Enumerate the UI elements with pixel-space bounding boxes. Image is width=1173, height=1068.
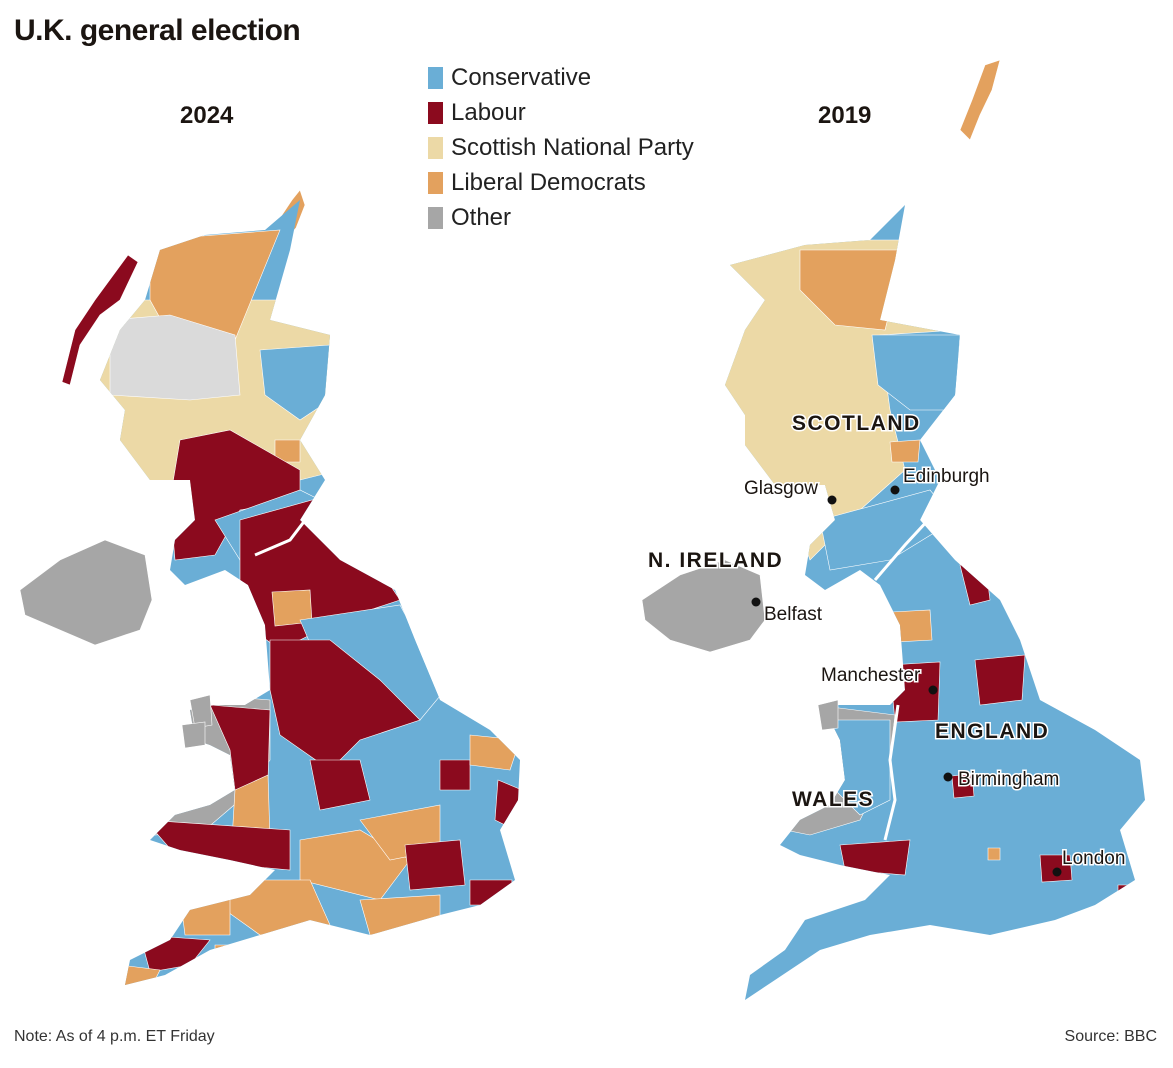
label-wales: WALES [792,788,874,811]
border-scotland-england [254,497,324,557]
midlands-north-labour [269,639,421,771]
legend-swatch [428,171,443,194]
city-dot-manchester [928,685,938,695]
westmorland-libdem [891,609,933,643]
map-2019: SCOTLAND N. IRELAND ENGLAND WALES Glasgo… [641,59,1145,1000]
surrey-libdem [359,894,441,936]
border-england-wales [883,704,900,841]
city-dot-london [1052,867,1062,877]
stlbans-libdem [987,847,1001,861]
legend-item-conservative: Conservative [428,60,694,95]
dorset-libdem [214,944,246,976]
highlands-libdem [799,249,906,331]
south-wales-labour [839,839,911,876]
legend-label: Scottish National Party [451,133,694,161]
legend-label: Liberal Democrats [451,168,646,196]
legend-item-other: Other [428,200,694,235]
legend-label: Conservative [451,63,592,91]
city-dot-belfast [751,597,761,607]
footnote: Note: As of 4 p.m. ET Friday [14,1028,215,1045]
anglesey-2024 [181,721,206,749]
city-dot-birmingham [943,772,953,782]
map-2019-year: 2019 [818,102,872,129]
label-birmingham: Birmingham [958,769,1059,790]
outer-hebrides [61,254,139,386]
northern-ireland-2024 [19,539,153,646]
east-labour [439,759,471,791]
label-scotland: SCOTLAND [792,412,921,435]
source: Source: BBC [1064,1028,1157,1045]
orkney-shetland-2019 [959,59,1001,141]
isle-of-man-2024 [189,694,213,729]
city-dot-glasgow [827,495,837,505]
legend: Conservative Labour Scottish National Pa… [428,60,694,235]
label-n-ireland: N. IRELAND [648,549,783,572]
map-2024-year: 2024 [180,102,234,129]
isle-of-man-2019 [817,699,839,731]
chart-title: U.K. general election [14,14,301,47]
legend-swatch [428,101,443,124]
northern-ireland-2019 [641,559,766,653]
aberdeenshire-con [871,334,961,411]
leeds-labour [974,654,1026,706]
legend-item-labour: Labour [428,95,694,130]
label-manchester: Manchester [821,665,921,686]
borders-con [819,489,956,571]
label-england: ENGLAND [935,720,1049,743]
birmingham-labour [951,773,975,799]
legend-label: Labour [451,98,526,126]
legend-swatch [428,66,443,89]
legend-swatch [428,206,443,229]
legend-swatch [428,136,443,159]
great-britain-2024 [100,200,520,985]
city-dot-edinburgh [890,485,900,495]
midlands-labour [309,759,371,811]
somerset-libdem [179,891,231,936]
legend-item-snp: Scottish National Party [428,130,694,165]
label-edinburgh: Edinburgh [903,466,990,487]
map-2024 [19,189,520,985]
kent-labour [1117,884,1133,899]
label-belfast: Belfast [764,604,823,625]
fife-libdem [274,439,301,463]
border-scotland-england [873,503,944,581]
legend-label: Other [451,203,512,231]
kent-labour [469,879,513,906]
fife-libdem [889,439,921,463]
devon-labour [139,934,211,973]
label-glasgow: Glasgow [744,478,818,499]
legend-item-libdem: Liberal Democrats [428,165,694,200]
london-labour [404,839,466,891]
aberdeenshire-con [259,344,331,421]
label-london: London [1062,848,1125,869]
